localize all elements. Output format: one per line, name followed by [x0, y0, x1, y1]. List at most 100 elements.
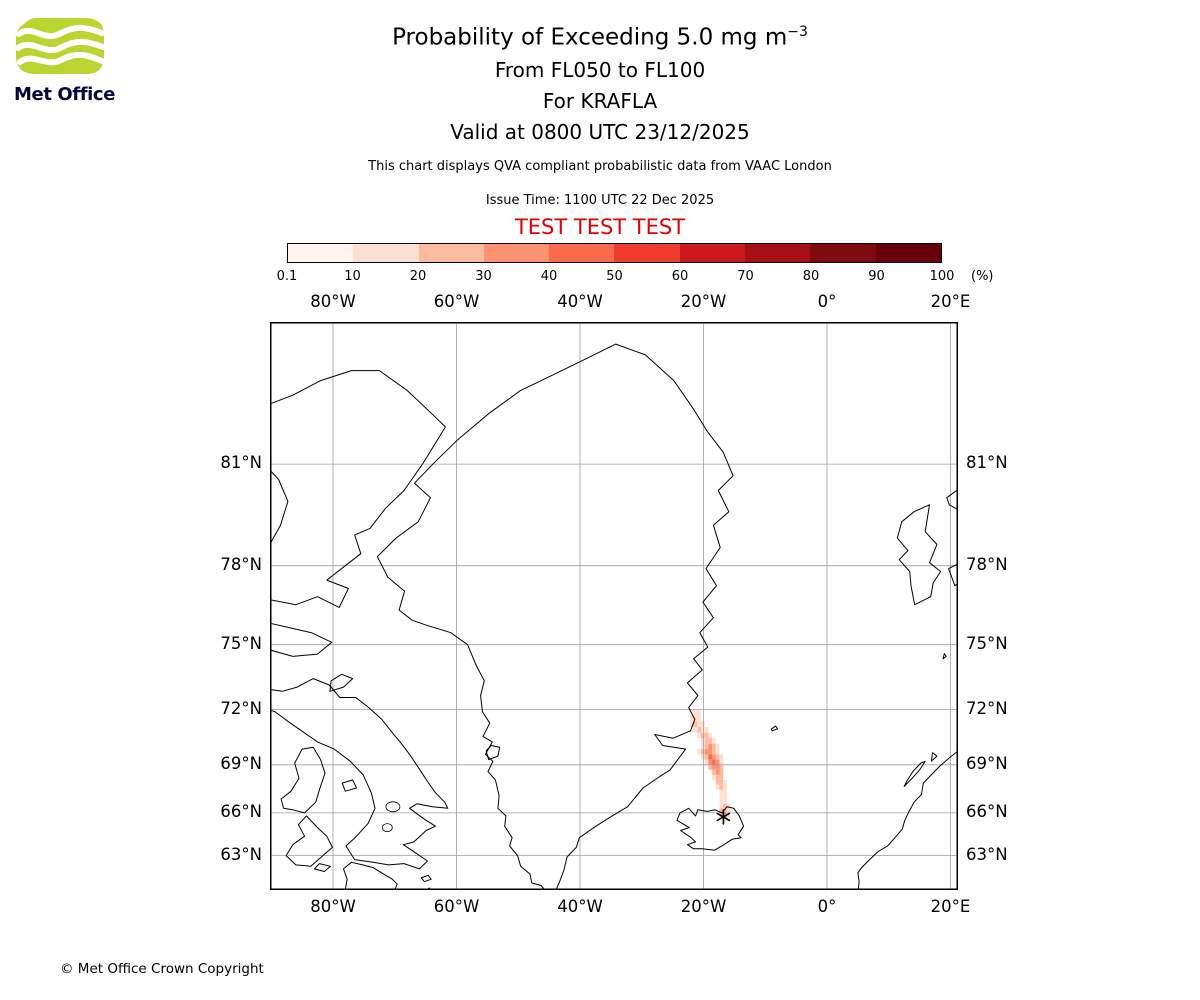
coastline-bear-island — [942, 653, 947, 660]
lat-tick-right: 72°N — [966, 698, 1008, 718]
lat-tick-right: 78°N — [966, 554, 1008, 574]
ash-probability-cell — [693, 727, 698, 733]
ash-probability-cell — [715, 774, 720, 780]
ash-probability-cell — [723, 794, 727, 800]
coastline-bylot-island — [329, 673, 354, 692]
coastline-resolution-island — [420, 874, 432, 883]
map — [270, 322, 958, 890]
ash-probability-cell — [697, 709, 701, 716]
colorbar-tick-labels: 0.1 10 20 30 40 50 60 70 80 90 100 (%) — [277, 269, 1047, 285]
qva-compliance-note: This chart displays QVA compliant probab… — [368, 158, 832, 174]
colorbar-tick: 10 — [344, 269, 361, 284]
ash-probability-cell — [723, 808, 727, 813]
colorbar-segment-4 — [549, 244, 615, 262]
met-office-logo-mark — [15, 18, 106, 74]
ash-probability-cell — [708, 749, 713, 755]
ash-probability-cell — [715, 769, 720, 775]
volcano-name-line: For KRAFLA — [542, 88, 658, 113]
ash-probability-cell — [697, 715, 701, 722]
ash-probability-cell — [726, 812, 731, 818]
coastline-prince-charles-island — [341, 779, 357, 792]
title-exponent: −3 — [787, 24, 808, 40]
ash-probability-cell — [701, 721, 705, 727]
latitude-labels-right: 81°N 78°N 75°N 72°N 69°N 66°N 63°N — [966, 322, 1078, 890]
coastline-melville-peninsula — [280, 746, 326, 814]
ash-probability-cell — [719, 789, 724, 795]
colorbar-tick: 20 — [409, 269, 427, 284]
flight-level-line: From FL050 to FL100 — [494, 57, 706, 82]
ash-probability-cell — [701, 754, 705, 760]
ash-probability-cell — [701, 727, 705, 733]
ash-probability-cell — [712, 774, 716, 780]
ash-probability-cell — [715, 743, 720, 750]
colorbar-tick: 90 — [868, 269, 885, 284]
longitude-labels-top: 80°W 60°W 40°W 20°W 0° 20°E — [270, 292, 970, 314]
ash-probability-cell — [701, 738, 705, 744]
colorbar-tick: 100 — [929, 269, 955, 284]
coastline-svalbard-spitsbergen — [896, 504, 942, 606]
ash-probability-cell — [723, 799, 727, 804]
coastline-iceland — [676, 806, 745, 851]
colorbar-tick: 60 — [671, 269, 689, 284]
valid-time-line: Valid at 0800 UTC 23/12/2025 — [450, 119, 750, 144]
colorbar-segment-0 — [288, 244, 354, 262]
lat-tick-left: 66°N — [220, 801, 262, 821]
ash-probability-cell — [701, 732, 705, 739]
copyright-notice: © Met Office Crown Copyright — [60, 961, 264, 977]
ash-probability-cell — [723, 803, 727, 809]
ash-probability-cell — [719, 754, 724, 760]
colorbar-tick: 80 — [802, 269, 820, 284]
lat-tick-left: 72°N — [220, 698, 262, 718]
colorbar-segment-9 — [875, 244, 941, 262]
title-main: Probability of Exceeding 5.0 mg m — [392, 24, 788, 51]
header: Probability of Exceeding 5.0 mg m−3 From… — [0, 24, 1200, 239]
colorbar-segment-8 — [810, 244, 876, 262]
colorbar-segment-6 — [679, 244, 746, 262]
latitude-labels-left: 81°N 78°N 75°N 72°N 69°N 66°N 63°N — [150, 322, 262, 890]
coastline-ellesmere-island — [270, 370, 446, 608]
ash-probability-cell — [712, 759, 716, 765]
colorbar-unit: (%) — [971, 269, 994, 284]
ash-probability-cell — [719, 764, 724, 770]
coastline-senja-islet — [930, 752, 938, 762]
colorbar-tick: 70 — [737, 269, 754, 284]
ash-probability-cell — [708, 732, 713, 739]
ash-probability-cell — [689, 721, 694, 727]
ash-probability-cell — [689, 715, 694, 722]
ash-probability-cell — [726, 803, 731, 809]
ash-probability-cell — [719, 794, 724, 800]
lat-tick-right: 69°N — [966, 753, 1008, 773]
lat-tick-left: 69°N — [220, 753, 262, 773]
ash-probability-cell — [704, 749, 709, 755]
ash-probability-cell — [708, 738, 713, 744]
colorbar-segment-3 — [483, 244, 550, 262]
ash-probability-cell — [708, 759, 713, 765]
met-office-logo-text: Met Office — [14, 84, 116, 105]
ash-probability-cell — [719, 759, 724, 765]
lon-tick-top: 40°W — [557, 292, 603, 311]
colorbar-segment-1 — [353, 244, 419, 262]
longitude-labels-bottom: 80°W 60°W 40°W 20°W 0° 20°E — [270, 897, 970, 919]
ash-probability-cell — [712, 749, 716, 755]
ash-probability-cell — [708, 743, 713, 750]
ash-probability-cell — [704, 738, 709, 744]
ash-probability-cell — [693, 709, 698, 716]
coastline-southampton-island — [285, 815, 333, 867]
coastline-norway-mainland — [857, 750, 958, 890]
lon-tick-top: 20°W — [680, 292, 727, 311]
ash-probability-cell — [704, 732, 709, 739]
lat-tick-left: 78°N — [220, 554, 262, 574]
coastline-baffin-island — [270, 678, 449, 870]
coastline-quebec-ungava — [343, 861, 398, 890]
ash-probability-cell — [708, 754, 713, 760]
ash-probability-cell — [712, 754, 716, 760]
lat-tick-right: 66°N — [966, 801, 1008, 821]
coastline-devon-island — [270, 622, 333, 657]
coastline-lofoten — [903, 760, 926, 787]
ash-probability-cell — [712, 743, 716, 750]
ash-probability-cell — [715, 759, 720, 765]
ash-probability-cell — [723, 784, 727, 790]
issue-time: Issue Time: 1100 UTC 22 Dec 2025 — [485, 192, 715, 208]
ash-probability-cell — [697, 727, 701, 733]
ash-probability-cell — [723, 817, 727, 822]
